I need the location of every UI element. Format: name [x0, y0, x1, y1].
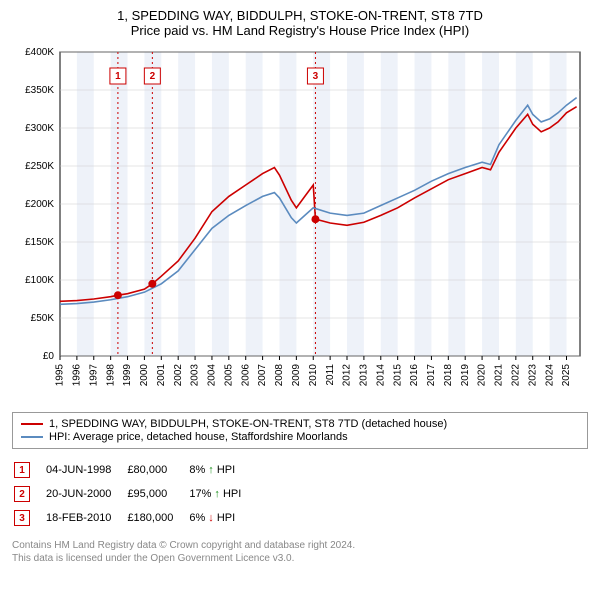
markers-table: 1 04-JUN-1998£80,0008% ↑ HPI 2 20-JUN-2000£… — [12, 457, 257, 531]
marker-row: 1 04-JUN-1998£80,0008% ↑ HPI — [14, 459, 255, 481]
svg-text:£250K: £250K — [25, 161, 54, 172]
marker-box: 3 — [14, 510, 30, 526]
legend-swatch — [21, 423, 43, 425]
marker-row: 3 18-FEB-2010£180,0006% ↓ HPI — [14, 507, 255, 529]
svg-text:2020: 2020 — [477, 364, 488, 387]
legend: 1, SPEDDING WAY, BIDDULPH, STOKE-ON-TREN… — [12, 412, 588, 449]
svg-text:2011: 2011 — [325, 364, 336, 386]
arrow-icon: ↓ — [208, 512, 214, 524]
footer-line: This data is licensed under the Open Gov… — [12, 552, 588, 565]
marker-price: £180,000 — [127, 507, 187, 529]
svg-text:2007: 2007 — [257, 364, 268, 387]
svg-text:2025: 2025 — [561, 364, 572, 387]
marker-date: 18-FEB-2010 — [46, 507, 125, 529]
svg-text:£200K: £200K — [25, 199, 54, 210]
marker-price: £80,000 — [127, 459, 187, 481]
svg-text:£150K: £150K — [25, 237, 54, 248]
svg-text:1995: 1995 — [55, 364, 66, 387]
svg-text:£350K: £350K — [25, 85, 54, 96]
marker-price: £95,000 — [127, 483, 187, 505]
svg-text:£0: £0 — [43, 351, 55, 362]
svg-text:2018: 2018 — [443, 364, 454, 387]
arrow-icon: ↑ — [208, 464, 214, 476]
svg-text:2024: 2024 — [544, 364, 555, 387]
legend-label: HPI: Average price, detached house, Staf… — [49, 431, 348, 443]
legend-item-property: 1, SPEDDING WAY, BIDDULPH, STOKE-ON-TREN… — [21, 418, 579, 430]
footer: Contains HM Land Registry data © Crown c… — [12, 539, 588, 565]
svg-text:2023: 2023 — [527, 364, 538, 387]
marker-date: 04-JUN-1998 — [46, 459, 125, 481]
svg-text:2008: 2008 — [274, 364, 285, 387]
svg-text:2012: 2012 — [342, 364, 353, 387]
svg-text:2015: 2015 — [392, 364, 403, 387]
svg-text:£100K: £100K — [25, 275, 54, 286]
svg-text:2000: 2000 — [139, 364, 150, 387]
svg-text:2013: 2013 — [359, 364, 370, 387]
svg-text:2001: 2001 — [156, 364, 167, 387]
marker-row: 2 20-JUN-2000£95,00017% ↑ HPI — [14, 483, 255, 505]
legend-swatch — [21, 436, 43, 438]
svg-text:1: 1 — [115, 71, 121, 82]
svg-text:1998: 1998 — [105, 364, 116, 387]
svg-text:2006: 2006 — [240, 364, 251, 387]
marker-pct: 17% ↑ HPI — [189, 483, 255, 505]
price-chart: £0 £50K £100K £150K £200K £250K £300K £350K £400… — [12, 44, 588, 404]
marker-pct: 8% ↑ HPI — [189, 459, 255, 481]
marker-pct: 6% ↓ HPI — [189, 507, 255, 529]
svg-text:1997: 1997 — [88, 364, 99, 387]
svg-text:2009: 2009 — [291, 364, 302, 387]
marker-box: 1 — [14, 462, 30, 478]
svg-text:2019: 2019 — [460, 364, 471, 387]
marker-box: 2 — [14, 486, 30, 502]
legend-label: 1, SPEDDING WAY, BIDDULPH, STOKE-ON-TREN… — [49, 418, 447, 430]
footer-line: Contains HM Land Registry data © Crown c… — [12, 539, 588, 552]
svg-text:2004: 2004 — [207, 364, 218, 387]
svg-text:2021: 2021 — [494, 364, 505, 387]
svg-text:2003: 2003 — [190, 364, 201, 387]
svg-text:1999: 1999 — [122, 364, 133, 387]
marker-date: 20-JUN-2000 — [46, 483, 125, 505]
svg-text:2010: 2010 — [308, 364, 319, 387]
svg-text:£400K: £400K — [25, 47, 54, 58]
svg-text:3: 3 — [313, 71, 319, 82]
legend-item-hpi: HPI: Average price, detached house, Staf… — [21, 431, 579, 443]
arrow-icon: ↑ — [214, 488, 220, 500]
svg-text:£50K: £50K — [31, 313, 55, 324]
svg-text:2: 2 — [150, 71, 156, 82]
svg-text:2014: 2014 — [375, 364, 386, 387]
svg-text:£300K: £300K — [25, 123, 54, 134]
title-line-2: Price paid vs. HM Land Registry's House … — [12, 23, 588, 38]
svg-text:2002: 2002 — [173, 364, 184, 387]
title-line-1: 1, SPEDDING WAY, BIDDULPH, STOKE-ON-TREN… — [12, 8, 588, 23]
svg-text:1996: 1996 — [72, 364, 83, 387]
svg-text:2005: 2005 — [223, 364, 234, 387]
svg-text:2016: 2016 — [409, 364, 420, 387]
svg-text:2017: 2017 — [426, 364, 437, 387]
svg-text:2022: 2022 — [510, 364, 521, 387]
